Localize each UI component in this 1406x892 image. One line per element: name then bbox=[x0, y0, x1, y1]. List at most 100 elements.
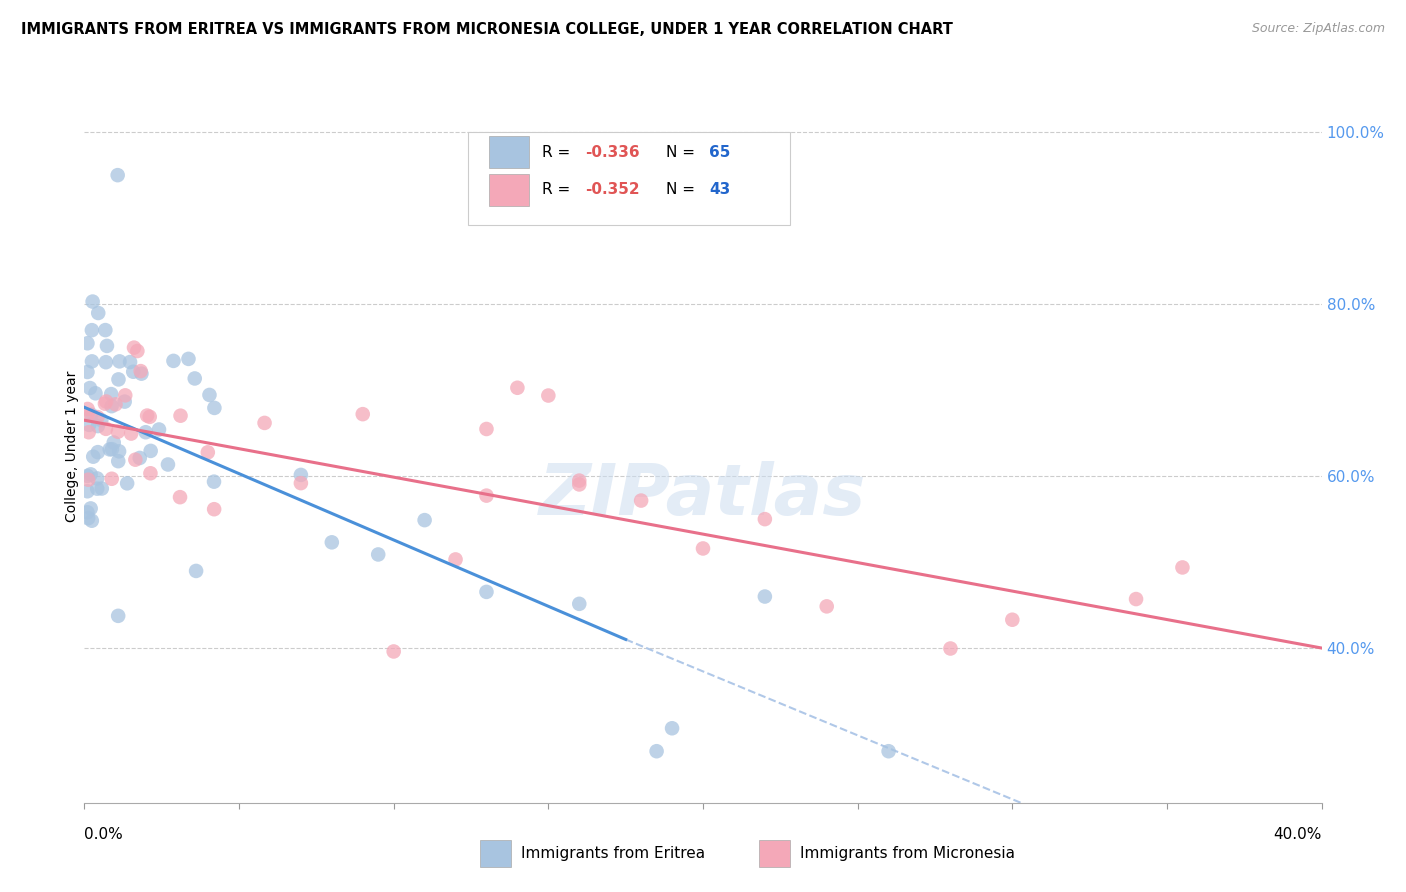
Point bbox=[162, 354, 184, 368]
Point bbox=[184, 371, 207, 385]
Point bbox=[138, 409, 160, 424]
Point bbox=[128, 450, 150, 465]
Text: 43: 43 bbox=[709, 182, 731, 197]
Point bbox=[122, 341, 145, 355]
Bar bbox=[481, 840, 512, 867]
Point bbox=[76, 408, 98, 422]
Text: ZIPatlas: ZIPatlas bbox=[540, 461, 866, 531]
Point bbox=[108, 354, 131, 368]
Text: 65: 65 bbox=[709, 145, 731, 160]
Point bbox=[367, 548, 389, 562]
Point bbox=[475, 585, 498, 599]
Point bbox=[661, 721, 683, 735]
Point bbox=[82, 294, 104, 309]
Point bbox=[76, 484, 98, 499]
Point bbox=[139, 467, 162, 481]
Point bbox=[86, 410, 108, 425]
Point bbox=[1001, 613, 1024, 627]
Point bbox=[197, 445, 219, 459]
Point bbox=[198, 388, 221, 402]
Point bbox=[90, 482, 112, 496]
Point bbox=[94, 355, 117, 369]
Point bbox=[96, 394, 118, 409]
Point bbox=[79, 467, 101, 482]
Point bbox=[202, 401, 225, 415]
Point bbox=[475, 489, 498, 503]
Point bbox=[754, 512, 776, 526]
Bar bbox=[759, 840, 790, 867]
Point bbox=[76, 365, 98, 379]
Point bbox=[107, 168, 129, 182]
Point bbox=[475, 422, 498, 436]
Point bbox=[87, 306, 110, 320]
Point bbox=[107, 608, 129, 623]
Bar bbox=[489, 136, 529, 168]
Point bbox=[94, 422, 117, 436]
Point bbox=[131, 367, 153, 381]
Point bbox=[136, 409, 159, 423]
Text: -0.352: -0.352 bbox=[585, 182, 640, 197]
Point bbox=[120, 355, 142, 369]
Point bbox=[76, 336, 98, 351]
Point bbox=[82, 450, 104, 464]
Point bbox=[107, 454, 129, 468]
Point bbox=[100, 399, 122, 413]
Point bbox=[352, 407, 374, 421]
Point bbox=[754, 590, 776, 604]
Point bbox=[156, 458, 179, 472]
Point bbox=[537, 388, 560, 402]
Point bbox=[202, 475, 225, 489]
Point bbox=[77, 511, 100, 525]
Point bbox=[382, 644, 405, 658]
Point bbox=[129, 364, 152, 378]
Point bbox=[100, 387, 122, 401]
Point bbox=[86, 482, 108, 496]
Point bbox=[321, 535, 343, 549]
Point bbox=[86, 471, 108, 485]
Point bbox=[568, 474, 591, 488]
Point bbox=[100, 472, 122, 486]
Point bbox=[94, 323, 117, 337]
Point bbox=[79, 501, 101, 516]
Point bbox=[76, 505, 98, 519]
Point bbox=[114, 388, 136, 402]
Text: Immigrants from Micronesia: Immigrants from Micronesia bbox=[800, 846, 1015, 861]
Text: IMMIGRANTS FROM ERITREA VS IMMIGRANTS FROM MICRONESIA COLLEGE, UNDER 1 YEAR CORR: IMMIGRANTS FROM ERITREA VS IMMIGRANTS FR… bbox=[21, 22, 953, 37]
Text: Source: ZipAtlas.com: Source: ZipAtlas.com bbox=[1251, 22, 1385, 36]
Point bbox=[506, 381, 529, 395]
Point bbox=[290, 476, 312, 491]
Point bbox=[79, 381, 101, 395]
Point bbox=[568, 597, 591, 611]
Bar bbox=[489, 174, 529, 206]
Point bbox=[124, 452, 146, 467]
Point bbox=[80, 514, 103, 528]
Point bbox=[80, 354, 103, 368]
Point bbox=[645, 744, 668, 758]
Text: N =: N = bbox=[666, 182, 700, 197]
Point bbox=[80, 323, 103, 337]
Text: Immigrants from Eritrea: Immigrants from Eritrea bbox=[522, 846, 706, 861]
Point bbox=[76, 402, 98, 417]
Point bbox=[169, 490, 191, 504]
Point bbox=[114, 394, 136, 409]
Point bbox=[115, 476, 138, 491]
Point bbox=[80, 408, 103, 422]
Point bbox=[103, 435, 125, 450]
Point bbox=[120, 426, 142, 441]
Point bbox=[169, 409, 191, 423]
Point bbox=[290, 467, 312, 482]
Point bbox=[148, 423, 170, 437]
Point bbox=[94, 397, 117, 411]
Point bbox=[76, 469, 98, 483]
Point bbox=[139, 443, 162, 458]
Point bbox=[98, 442, 121, 457]
Text: R =: R = bbox=[543, 182, 575, 197]
Point bbox=[184, 564, 207, 578]
Point bbox=[202, 502, 225, 516]
Point bbox=[122, 365, 145, 379]
Point bbox=[77, 417, 100, 432]
Text: N =: N = bbox=[666, 145, 700, 160]
Text: -0.336: -0.336 bbox=[585, 145, 640, 160]
Point bbox=[104, 397, 127, 411]
Point bbox=[87, 445, 110, 459]
